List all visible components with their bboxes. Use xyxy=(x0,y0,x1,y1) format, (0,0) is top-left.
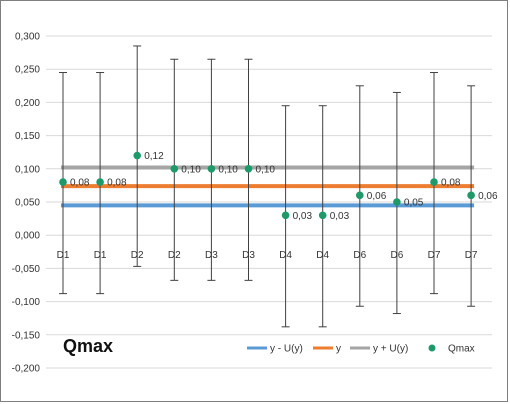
legend-swatch xyxy=(428,344,436,352)
y-tick-label: -0,050 xyxy=(12,264,41,275)
data-point xyxy=(133,151,141,160)
data-label: 0,08 xyxy=(107,178,127,189)
legend-item: y + U(y) xyxy=(350,344,408,355)
data-label: 0,08 xyxy=(441,178,461,189)
data-points xyxy=(59,151,475,220)
y-tick-label: 0,150 xyxy=(15,131,40,142)
y-tick-label: 0,000 xyxy=(15,231,40,242)
data-label: 0,12 xyxy=(144,151,164,162)
x-category-label: D7 xyxy=(428,250,441,261)
y-tick-label: -0,100 xyxy=(12,297,41,308)
data-label: 0,06 xyxy=(478,191,498,202)
data-label: 0,03 xyxy=(330,211,350,222)
data-label: 0,03 xyxy=(293,211,313,222)
data-label: 0,10 xyxy=(181,164,201,175)
data-label: 0,06 xyxy=(367,191,387,202)
reference-lines xyxy=(61,165,475,208)
data-point xyxy=(59,178,67,186)
x-axis-labels: D1 D1 D2 D2 D3 D3 D4 D4 D6 D6 D7 D7 xyxy=(57,250,478,261)
y-tick-label: 0,200 xyxy=(15,98,40,109)
x-category-label: D4 xyxy=(279,250,292,261)
y-tick-label: 0,050 xyxy=(15,198,40,209)
y-tick-label: -0,150 xyxy=(12,330,41,341)
data-label: 0,08 xyxy=(70,178,90,189)
x-category-label: D6 xyxy=(353,250,366,261)
x-category-label: D4 xyxy=(316,250,329,261)
data-point xyxy=(467,191,475,200)
data-point xyxy=(356,191,364,200)
legend-label: y - U(y) xyxy=(270,344,303,355)
chart-title: Qmax xyxy=(63,336,113,356)
data-point xyxy=(96,178,104,186)
legend-label: y + U(y) xyxy=(373,344,408,355)
y-tick-label: 0,250 xyxy=(15,65,40,76)
data-point xyxy=(244,165,253,173)
y-tick-label: 0,300 xyxy=(15,32,40,43)
x-category-label: D7 xyxy=(465,250,478,261)
legend: y - U(y) y y + U(y) Qmax xyxy=(247,344,475,355)
gridlines xyxy=(46,35,492,369)
data-point xyxy=(207,165,216,173)
x-category-label: D2 xyxy=(131,250,144,261)
data-point xyxy=(430,178,438,186)
data-point xyxy=(170,165,179,173)
x-category-label: D1 xyxy=(57,250,70,261)
x-category-label: D3 xyxy=(205,250,218,261)
x-category-label: D2 xyxy=(168,250,181,261)
legend-label: Qmax xyxy=(448,344,475,355)
y-axis: 0,300 0,250 0,200 0,150 0,100 0,050 0,000 -0,05… xyxy=(12,32,41,375)
data-label: 0,10 xyxy=(218,164,238,175)
legend-item: y xyxy=(313,344,341,355)
x-category-label: D6 xyxy=(391,250,404,261)
data-labels: 0,08 0,08 0,12 0,10 0,10 0,10 0,03 0,03 0,06 0,05… xyxy=(70,151,498,222)
y-tick-label: -0,200 xyxy=(12,364,41,375)
data-label: 0,10 xyxy=(256,164,276,175)
legend-item: y - U(y) xyxy=(247,344,303,355)
x-category-label: D1 xyxy=(94,250,107,261)
data-label: 0,05 xyxy=(404,198,424,209)
data-point xyxy=(281,211,290,220)
data-point xyxy=(393,198,401,206)
data-point xyxy=(318,211,327,220)
y-tick-label: 0,100 xyxy=(15,164,40,175)
x-category-label: D3 xyxy=(242,250,255,261)
legend-item: Qmax xyxy=(428,344,475,355)
legend-label: y xyxy=(336,344,341,355)
